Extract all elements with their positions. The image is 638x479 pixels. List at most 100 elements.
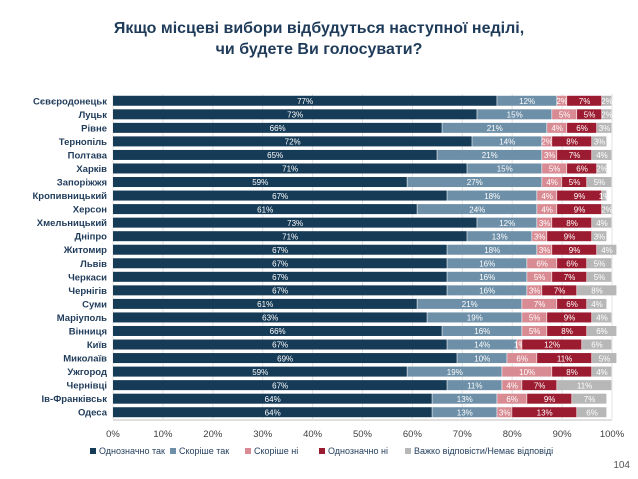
data-label: 3%: [544, 151, 556, 160]
data-label: 2%: [601, 205, 613, 214]
bar-segment: [407, 366, 502, 377]
bar-segment: [537, 244, 552, 255]
data-label: 15%: [507, 111, 523, 120]
data-label: 4%: [506, 381, 518, 390]
data-label: 5%: [559, 111, 571, 120]
data-label: 2%: [541, 138, 553, 147]
bar-segment: [602, 204, 612, 215]
bar-segment: [442, 325, 522, 336]
data-label: 9%: [564, 232, 576, 241]
data-label: 9%: [564, 314, 576, 323]
bar-segment: [497, 393, 527, 404]
bar-segment: [447, 339, 517, 350]
data-label: 5%: [534, 273, 546, 282]
legend-swatch: [245, 448, 251, 454]
category-label: Черкаси: [68, 272, 107, 283]
bar-segment: [113, 95, 497, 106]
data-label: 7%: [564, 273, 576, 282]
bar-segment: [547, 325, 587, 336]
bar-segment: [447, 190, 537, 201]
bar-segment: [522, 339, 582, 350]
bar-segment: [547, 312, 592, 323]
bar-segment: [522, 380, 557, 391]
data-label: 5%: [529, 314, 541, 323]
category-label: Львів: [80, 259, 107, 270]
data-label: 6%: [576, 165, 588, 174]
legend-label: Скоріше так: [179, 446, 229, 456]
data-label: 8%: [591, 287, 603, 296]
category-label: Київ: [87, 340, 107, 351]
data-label: 10%: [519, 368, 535, 377]
data-label: 24%: [469, 205, 485, 214]
bar-segment: [552, 136, 592, 147]
category-label: Ужгород: [67, 367, 107, 378]
bar-segment: [557, 380, 612, 391]
bar-segment: [417, 204, 537, 215]
title-line-2: чи будете Ви голосувати?: [215, 41, 423, 58]
bar-segment: [577, 407, 607, 418]
bar-segment: [113, 122, 442, 133]
bar-segment: [113, 285, 447, 296]
data-label: 67%: [272, 246, 288, 255]
data-label: 59%: [252, 368, 268, 377]
bar-segment: [427, 312, 522, 323]
data-label: 4%: [541, 192, 553, 201]
category-label: Житомир: [63, 245, 107, 256]
bar-segment: [597, 244, 617, 255]
bar-segment: [113, 407, 432, 418]
bar-segment: [407, 177, 542, 188]
bar-segment: [517, 339, 522, 350]
bar-segment: [587, 298, 607, 309]
bar-segment: [552, 244, 597, 255]
data-label: 6%: [596, 327, 608, 336]
data-label: 4%: [551, 124, 563, 133]
legend-label: Важко відповісти/Немає відповіді: [414, 446, 553, 456]
data-label: 3%: [594, 138, 606, 147]
legend-label: Однозначно ні: [328, 446, 388, 456]
data-label: 5%: [569, 178, 581, 187]
data-label: 12%: [519, 97, 535, 106]
data-label: 9%: [574, 205, 586, 214]
x-tick-label: 0%: [106, 429, 120, 440]
category-label: Чернівці: [67, 381, 107, 392]
x-tick-label: 50%: [353, 429, 373, 440]
bar-segment: [557, 149, 592, 160]
bar-segment: [587, 271, 612, 282]
bar-segment: [557, 258, 587, 269]
category-label: Вінниця: [69, 326, 107, 337]
bar-segment: [587, 325, 617, 336]
data-label: 7%: [554, 287, 566, 296]
bar-segment: [447, 258, 527, 269]
bar-segment: [542, 136, 552, 147]
x-tick-label: 40%: [303, 429, 323, 440]
bar-segment: [542, 285, 577, 296]
bar-segment: [537, 353, 592, 364]
bar-segment: [577, 109, 602, 120]
data-label: 5%: [594, 178, 606, 187]
bar-segment: [557, 204, 602, 215]
data-label: 5%: [599, 354, 611, 363]
data-label: 18%: [484, 192, 500, 201]
data-label: 12%: [544, 341, 560, 350]
bar-segment: [472, 136, 542, 147]
x-tick-label: 80%: [503, 429, 523, 440]
bar-segment: [602, 190, 607, 201]
bar-segment: [442, 122, 547, 133]
data-label: 9%: [544, 395, 556, 404]
legend-swatch: [319, 448, 325, 454]
data-label: 4%: [541, 205, 553, 214]
bar-segment: [562, 177, 587, 188]
bar-segment: [572, 393, 607, 404]
legend-label: Однозначно так: [99, 446, 165, 456]
bar-segment: [567, 163, 597, 174]
category-label: Суми: [82, 299, 107, 310]
bar-segment: [113, 231, 467, 242]
bar-segment: [522, 312, 547, 323]
data-label: 19%: [467, 314, 483, 323]
bar-segment: [522, 325, 547, 336]
bar-segment: [527, 258, 557, 269]
data-label: 6%: [586, 408, 598, 417]
data-label: 4%: [596, 368, 608, 377]
x-tick-label: 90%: [553, 429, 573, 440]
bar-segment: [113, 380, 447, 391]
